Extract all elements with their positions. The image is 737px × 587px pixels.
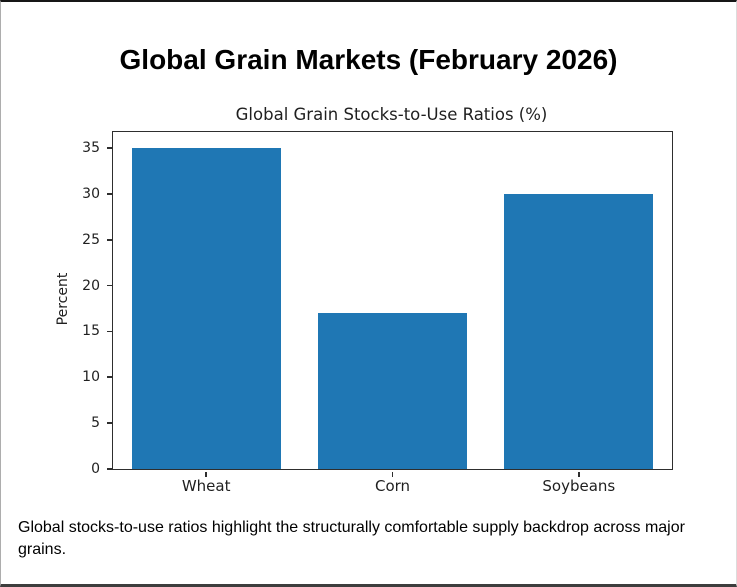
y-tick-label: 5 [91, 415, 100, 432]
y-tick-mark [106, 238, 112, 241]
chart-title: Global Grain Stocks-to-Use Ratios (%) [235, 105, 548, 124]
x-tick-mark [578, 472, 580, 477]
page-title: Global Grain Markets (February 2026) [119, 44, 618, 75]
y-tick-mark [106, 330, 112, 333]
x-tick-label: Wheat [181, 477, 231, 495]
bar-wheat [131, 148, 281, 469]
y-tick-label: 35 [82, 140, 100, 157]
y-tick-mark [106, 193, 112, 195]
x-tick-label: Soybeans [542, 477, 616, 495]
y-tick-label: 25 [82, 231, 100, 248]
y-tick-label: 30 [82, 185, 100, 202]
figure-caption: Global stocks-to-use ratios highlight th… [18, 519, 685, 558]
y-tick-mark [106, 376, 112, 379]
x-tick-mark [391, 472, 394, 477]
y-tick-mark [106, 422, 112, 424]
x-tick-label: Corn [374, 477, 411, 495]
y-axis-label: Percent [55, 272, 71, 326]
bar-corn [317, 313, 468, 469]
plot-area: 0 5 10 15 20 25 30 35 Wheat Corn Soybeans [82, 131, 673, 495]
y-tick-label: 15 [82, 323, 100, 340]
y-tick-label: 20 [82, 277, 100, 294]
x-tick-mark [205, 472, 207, 477]
y-tick-label: 10 [82, 369, 100, 386]
y-tick-label: 0 [91, 461, 100, 477]
bar-soybeans [504, 193, 654, 469]
y-tick-mark [106, 147, 112, 149]
y-tick-mark [106, 468, 112, 470]
y-tick-mark [106, 284, 112, 287]
